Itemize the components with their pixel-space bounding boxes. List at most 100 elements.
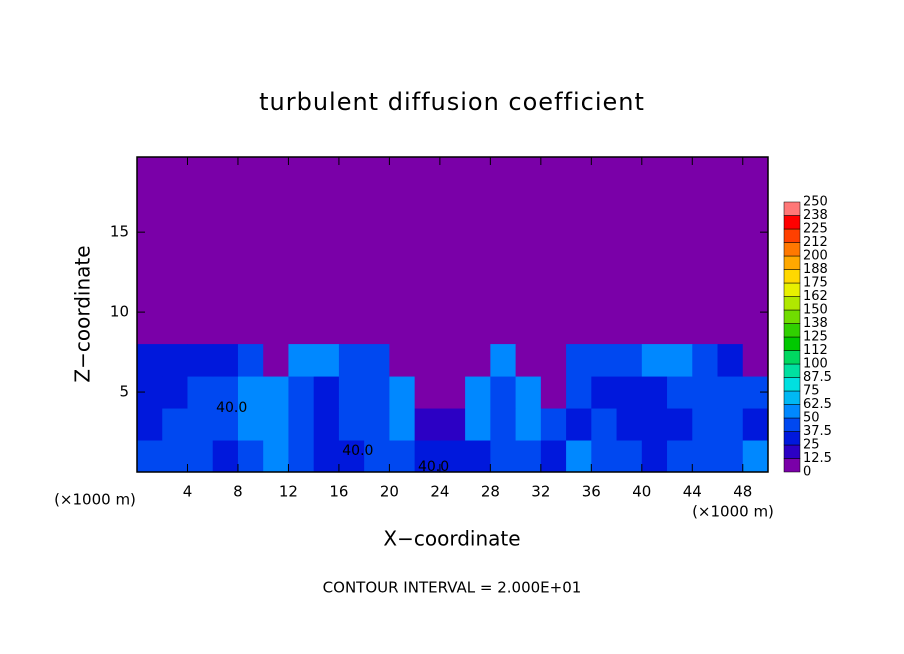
field-cell: [364, 344, 390, 377]
field-cell: [212, 344, 239, 377]
x-tick-label: 4: [183, 483, 193, 501]
colorbar-swatch: [783, 336, 801, 351]
contour-label: 40.0: [342, 443, 373, 459]
field-cell: [313, 376, 340, 409]
field-cell: [212, 408, 239, 441]
colorbar-swatch: [783, 201, 801, 216]
field-cell: [313, 408, 340, 441]
field-cell: [162, 408, 188, 441]
field-cell: [288, 344, 315, 377]
field-cell: [515, 408, 542, 441]
field-cell: [187, 440, 214, 473]
colorbar-swatch: [783, 363, 801, 378]
field-cell: [591, 344, 618, 377]
field-cell: [641, 440, 668, 473]
y-tick-label: 15: [110, 223, 129, 241]
colorbar-label: 100: [803, 357, 828, 372]
field-cell: [414, 344, 441, 377]
colorbar-swatch: [783, 242, 801, 257]
field-cell: [288, 440, 315, 473]
colorbar-label: 212: [803, 235, 828, 250]
field-cell: [162, 344, 188, 377]
field-cell: [616, 440, 643, 473]
footer-note: CONTOUR INTERVAL = 2.000E+01: [323, 579, 582, 597]
field-cell: [667, 344, 693, 377]
field-cell: [187, 376, 214, 409]
field-cell: [263, 440, 289, 473]
colorbar-swatch: [783, 215, 801, 230]
field-cell: [237, 440, 264, 473]
field-cell: [515, 440, 542, 473]
y-tick-label: 10: [110, 303, 129, 321]
x-tick-label: 44: [683, 483, 702, 501]
colorbar-swatch: [783, 269, 801, 284]
contour-label: 40.0: [216, 400, 247, 416]
colorbar-label: 37.5: [803, 424, 832, 439]
field-cell: [717, 440, 744, 473]
x-tick-label: 36: [582, 483, 601, 501]
x-tick-label: 20: [380, 483, 399, 501]
field-cell: [591, 408, 618, 441]
colorbar-swatch: [783, 350, 801, 365]
colorbar-label: 12.5: [803, 451, 832, 466]
field-cell: [742, 344, 769, 377]
colorbar-swatch: [783, 417, 801, 432]
x-tick-label: 12: [279, 483, 298, 501]
colorbar-label: 225: [803, 222, 828, 237]
field-cell: [540, 376, 567, 409]
field-cell: [212, 440, 239, 473]
field-cell: [187, 344, 214, 377]
field-cell: [490, 440, 517, 473]
field-cell: [692, 408, 719, 441]
contour-label: 40.0: [418, 459, 449, 475]
field-cell: [566, 408, 592, 441]
colorbar-swatch: [783, 404, 801, 419]
field-cell: [389, 440, 416, 473]
colorbar-label: 87.5: [803, 370, 832, 385]
field-cell: [439, 376, 466, 409]
field-cell: [540, 344, 567, 377]
colorbar-swatch: [783, 296, 801, 311]
field-cell: [162, 376, 188, 409]
colorbar-label: 200: [803, 249, 828, 264]
field-cell: [717, 376, 744, 409]
x-unit-label: (×1000 m): [692, 503, 774, 521]
field-cell: [338, 344, 365, 377]
colorbar-label: 50: [803, 411, 820, 426]
y-tick-label: 5: [119, 383, 129, 401]
colorbar-swatch: [783, 377, 801, 392]
colorbar-swatch: [783, 228, 801, 243]
field-cell: [288, 376, 315, 409]
field-cell: [439, 440, 466, 473]
plot-frame: [136, 156, 769, 473]
field-cell: [641, 376, 668, 409]
field-cell: [263, 408, 289, 441]
colorbar-label: 75: [803, 384, 820, 399]
colorbar-label: 138: [803, 316, 828, 331]
x-tick-label: 32: [531, 483, 550, 501]
field-cell: [237, 344, 264, 377]
colorbar-swatch: [783, 431, 801, 446]
field-cell: [566, 376, 592, 409]
field-cell: [692, 344, 719, 377]
colorbar-label: 25: [803, 438, 820, 453]
field-cell: [439, 408, 466, 441]
field-cell: [490, 344, 517, 377]
colorbar-swatch: [783, 444, 801, 459]
field-cell: [187, 408, 214, 441]
field-cell: [515, 344, 542, 377]
field-cell: [137, 344, 163, 377]
field-cell: [591, 440, 618, 473]
colorbar-label: 175: [803, 276, 828, 291]
x-unit-label: (×1000 m): [54, 491, 136, 509]
field-cell: [263, 344, 289, 377]
field-cell: [313, 440, 340, 473]
field-cell: [364, 408, 390, 441]
x-tick-label: 48: [733, 483, 752, 501]
colorbar-swatch: [783, 282, 801, 297]
colorbar-swatch: [783, 255, 801, 270]
field-cell: [137, 440, 163, 473]
x-tick-label: 28: [481, 483, 500, 501]
field-cell: [338, 408, 365, 441]
field-cell: [616, 408, 643, 441]
